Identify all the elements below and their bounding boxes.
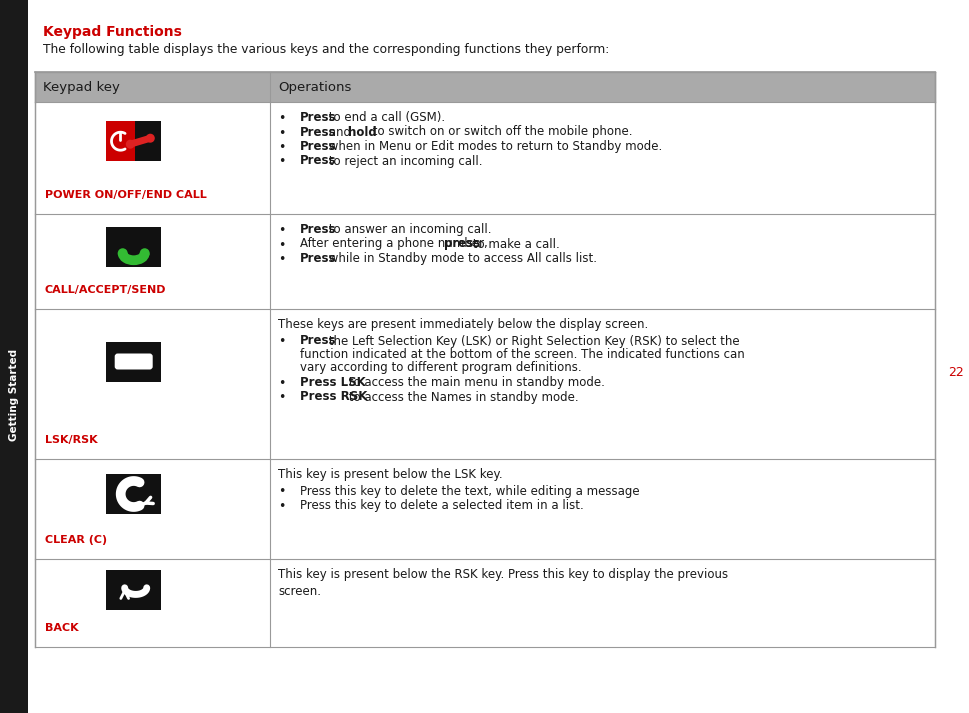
Text: CLEAR (C): CLEAR (C) bbox=[45, 535, 107, 545]
FancyArrowPatch shape bbox=[133, 139, 147, 143]
Text: This key is present below the LSK key.: This key is present below the LSK key. bbox=[278, 468, 502, 481]
Text: These keys are present immediately below the display screen.: These keys are present immediately below… bbox=[278, 318, 647, 331]
Text: to answer an incoming call.: to answer an incoming call. bbox=[325, 223, 491, 236]
Text: Press: Press bbox=[299, 155, 336, 168]
Bar bbox=[0, 0, 28, 713]
Text: Getting Started: Getting Started bbox=[9, 349, 19, 441]
Text: Press: Press bbox=[299, 111, 336, 124]
Bar bbox=[35, 309, 934, 459]
Text: •: • bbox=[278, 486, 286, 498]
Text: Press: Press bbox=[299, 140, 336, 153]
Circle shape bbox=[140, 248, 149, 258]
Text: Keypad key: Keypad key bbox=[43, 81, 120, 93]
Text: and: and bbox=[325, 125, 355, 138]
Text: when in Menu or Edit modes to return to Standby mode.: when in Menu or Edit modes to return to … bbox=[325, 140, 662, 153]
Text: Press this key to delete a selected item in a list.: Press this key to delete a selected item… bbox=[299, 499, 583, 512]
Text: •: • bbox=[278, 253, 286, 266]
Circle shape bbox=[145, 134, 155, 143]
Text: to switch on or switch off the mobile phone.: to switch on or switch off the mobile ph… bbox=[368, 125, 632, 138]
Text: Press: Press bbox=[299, 223, 336, 236]
Text: function indicated at the bottom of the screen. The indicated functions can: function indicated at the bottom of the … bbox=[299, 348, 744, 361]
Circle shape bbox=[117, 248, 128, 258]
Text: Press RSK: Press RSK bbox=[299, 391, 367, 404]
Text: •: • bbox=[278, 126, 286, 140]
Text: The following table displays the various keys and the corresponding functions th: The following table displays the various… bbox=[43, 43, 609, 56]
Text: •: • bbox=[278, 500, 286, 513]
FancyBboxPatch shape bbox=[114, 354, 152, 369]
Text: CALL/ACCEPT/SEND: CALL/ACCEPT/SEND bbox=[45, 285, 167, 295]
Bar bbox=[106, 121, 161, 161]
Bar bbox=[35, 459, 934, 559]
Text: •: • bbox=[278, 112, 286, 125]
Circle shape bbox=[126, 140, 135, 149]
Text: to end a call (GSM).: to end a call (GSM). bbox=[325, 111, 445, 124]
Text: •: • bbox=[278, 377, 286, 390]
Text: •: • bbox=[278, 239, 286, 252]
Text: to make a call.: to make a call. bbox=[469, 237, 559, 250]
Text: vary according to different program definitions.: vary according to different program defi… bbox=[299, 361, 581, 374]
Text: •: • bbox=[278, 155, 286, 168]
Bar bbox=[106, 227, 161, 267]
Bar bbox=[35, 214, 934, 309]
Text: LSK/RSK: LSK/RSK bbox=[45, 435, 98, 445]
Bar bbox=[106, 570, 161, 610]
Text: Press: Press bbox=[299, 252, 336, 265]
Text: •: • bbox=[278, 391, 286, 404]
Text: After entering a phone number,: After entering a phone number, bbox=[299, 237, 491, 250]
Text: hold: hold bbox=[348, 125, 377, 138]
Text: the Left Selection Key (LSK) or Right Selection Key (RSK) to select the: the Left Selection Key (LSK) or Right Se… bbox=[325, 334, 739, 347]
Text: Press: Press bbox=[299, 125, 336, 138]
Text: Press LSK: Press LSK bbox=[299, 376, 365, 389]
Bar bbox=[106, 342, 161, 381]
Text: This key is present below the RSK key. Press this key to display the previous
sc: This key is present below the RSK key. P… bbox=[278, 568, 728, 598]
Text: press: press bbox=[444, 237, 480, 250]
Text: •: • bbox=[278, 224, 286, 237]
Text: to access the main menu in standby mode.: to access the main menu in standby mode. bbox=[345, 376, 605, 389]
Text: Press this key to delete the text, while editing a message: Press this key to delete the text, while… bbox=[299, 485, 639, 498]
Text: Press: Press bbox=[299, 334, 336, 347]
Bar bbox=[35, 559, 934, 647]
Text: Keypad Functions: Keypad Functions bbox=[43, 25, 182, 39]
Text: POWER ON/OFF/END CALL: POWER ON/OFF/END CALL bbox=[45, 190, 206, 200]
Text: while in Standby mode to access All calls list.: while in Standby mode to access All call… bbox=[325, 252, 597, 265]
Text: Operations: Operations bbox=[278, 81, 351, 93]
Bar bbox=[106, 474, 161, 514]
Text: •: • bbox=[278, 336, 286, 349]
Bar bbox=[35, 102, 934, 214]
Bar bbox=[106, 121, 135, 161]
Text: •: • bbox=[278, 141, 286, 154]
Text: BACK: BACK bbox=[45, 623, 78, 633]
Text: to access the Names in standby mode.: to access the Names in standby mode. bbox=[345, 391, 578, 404]
Text: to reject an incoming call.: to reject an incoming call. bbox=[325, 155, 483, 168]
Text: 22: 22 bbox=[947, 366, 963, 379]
Bar bbox=[35, 72, 934, 102]
